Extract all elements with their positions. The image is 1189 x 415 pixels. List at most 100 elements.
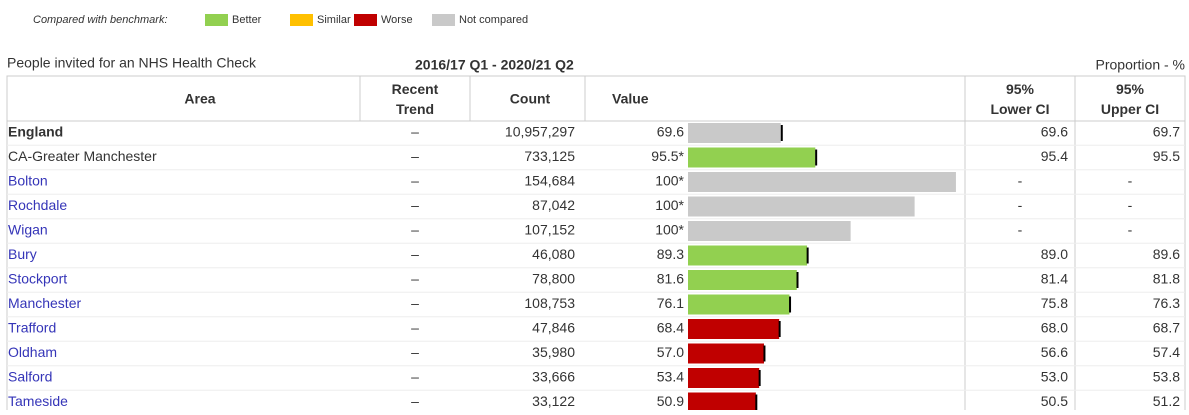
trend: – bbox=[411, 148, 419, 164]
value-bar bbox=[688, 172, 956, 192]
ci-marker bbox=[780, 125, 783, 141]
count: 10,957,297 bbox=[505, 124, 575, 140]
trend: – bbox=[411, 197, 419, 213]
value: 100* bbox=[655, 222, 684, 238]
area-name[interactable]: Trafford bbox=[8, 320, 56, 336]
legend-label: Not compared bbox=[459, 14, 528, 26]
area-name[interactable]: Manchester bbox=[8, 295, 81, 311]
value-bar bbox=[688, 294, 790, 315]
value: 95.5* bbox=[651, 148, 684, 164]
value: 57.0 bbox=[657, 344, 684, 360]
ci-marker bbox=[763, 345, 766, 362]
upper-ci: 68.7 bbox=[1153, 320, 1180, 336]
ci-marker bbox=[815, 149, 818, 166]
value-bar bbox=[688, 319, 780, 339]
value: 68.4 bbox=[657, 320, 684, 336]
area-name[interactable]: Oldham bbox=[8, 344, 57, 360]
area-name: CA-Greater Manchester bbox=[8, 148, 157, 164]
lower-ci: - bbox=[1018, 222, 1023, 238]
lower-ci: 89.0 bbox=[1041, 246, 1068, 262]
value-bar bbox=[688, 196, 915, 217]
upper-ci: 57.4 bbox=[1153, 344, 1180, 360]
upper-ci: 53.8 bbox=[1153, 369, 1180, 385]
unit: Proportion - % bbox=[1096, 57, 1185, 73]
count: 87,042 bbox=[532, 197, 575, 213]
value-bar bbox=[688, 368, 760, 388]
count: 33,666 bbox=[532, 369, 575, 385]
value: 100* bbox=[655, 173, 684, 189]
count: 733,125 bbox=[524, 148, 575, 164]
upper-ci: 51.2 bbox=[1153, 393, 1180, 409]
lower-ci: 75.8 bbox=[1041, 295, 1068, 311]
table-border bbox=[6, 75, 1186, 415]
column-header: 95% Lower CI bbox=[990, 81, 1049, 117]
legend-caption: Compared with benchmark: bbox=[33, 14, 168, 26]
trend: – bbox=[411, 369, 419, 385]
value: 76.1 bbox=[657, 295, 684, 311]
legend-swatch bbox=[205, 14, 228, 26]
lower-ci: 56.6 bbox=[1041, 344, 1068, 360]
upper-ci: 95.5 bbox=[1153, 148, 1180, 164]
area-name[interactable]: Salford bbox=[8, 369, 52, 385]
upper-ci: 76.3 bbox=[1153, 295, 1180, 311]
lower-ci: 95.4 bbox=[1041, 148, 1068, 164]
upper-ci: - bbox=[1128, 222, 1133, 238]
lower-ci: 50.5 bbox=[1041, 393, 1068, 409]
value: 69.6 bbox=[657, 124, 684, 140]
lower-ci: - bbox=[1018, 197, 1023, 213]
trend: – bbox=[411, 173, 419, 189]
area-name[interactable]: Rochdale bbox=[8, 197, 67, 213]
trend: – bbox=[411, 295, 419, 311]
column-header: Recent Trend bbox=[392, 81, 439, 117]
column-header: 95% Upper CI bbox=[1101, 81, 1159, 117]
trend: – bbox=[411, 393, 419, 409]
lower-ci: - bbox=[1018, 173, 1023, 189]
value: 81.6 bbox=[657, 271, 684, 287]
column-header: Area bbox=[184, 91, 215, 107]
trend: – bbox=[411, 222, 419, 238]
value-bar bbox=[688, 343, 764, 364]
value: 89.3 bbox=[657, 246, 684, 262]
legend-swatch bbox=[290, 14, 313, 26]
value-bar bbox=[688, 147, 816, 168]
trend: – bbox=[411, 271, 419, 287]
upper-ci: 81.8 bbox=[1153, 271, 1180, 287]
trend: – bbox=[411, 124, 419, 140]
value-bar bbox=[688, 221, 851, 241]
value-bar bbox=[688, 123, 781, 143]
area-name[interactable]: Bolton bbox=[8, 173, 48, 189]
value-bar bbox=[688, 392, 756, 413]
upper-ci: 69.7 bbox=[1153, 124, 1180, 140]
legend-label: Better bbox=[232, 14, 262, 26]
lower-ci: 53.0 bbox=[1041, 369, 1068, 385]
period: 2016/17 Q1 - 2020/21 Q2 bbox=[415, 57, 574, 73]
trend: – bbox=[411, 320, 419, 336]
column-header: Count bbox=[510, 91, 551, 107]
ci-marker bbox=[778, 321, 781, 337]
legend-swatch bbox=[432, 14, 455, 26]
legend-label: Similar bbox=[317, 14, 351, 26]
ci-marker bbox=[755, 394, 758, 411]
area-name[interactable]: Tameside bbox=[8, 393, 68, 409]
lower-ci: 69.6 bbox=[1041, 124, 1068, 140]
upper-ci: - bbox=[1128, 197, 1133, 213]
value: 50.9 bbox=[657, 393, 684, 409]
value: 53.4 bbox=[657, 369, 684, 385]
area-name[interactable]: Bury bbox=[8, 246, 37, 262]
area-name[interactable]: Wigan bbox=[8, 222, 48, 238]
trend: – bbox=[411, 246, 419, 262]
ci-marker bbox=[796, 272, 799, 288]
upper-ci: - bbox=[1128, 173, 1133, 189]
area-name[interactable]: Stockport bbox=[8, 271, 67, 287]
ci-marker bbox=[758, 370, 761, 386]
count: 35,980 bbox=[532, 344, 575, 360]
legend-label: Worse bbox=[381, 14, 413, 26]
count: 46,080 bbox=[532, 246, 575, 262]
upper-ci: 89.6 bbox=[1153, 246, 1180, 262]
count: 33,122 bbox=[532, 393, 575, 409]
value: 100* bbox=[655, 197, 684, 213]
value-bar bbox=[688, 245, 808, 266]
value-bar bbox=[688, 270, 797, 290]
